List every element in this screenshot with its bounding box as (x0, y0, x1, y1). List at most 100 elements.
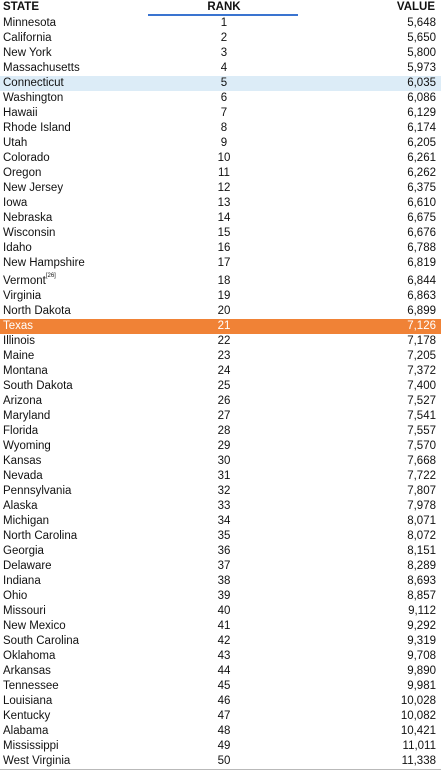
cell-rank: 21 (217, 320, 231, 332)
table-row[interactable]: Nebraska 14 6,675 (0, 211, 441, 226)
footnote-link[interactable]: [26] (45, 273, 56, 279)
cell-state: South Dakota (3, 380, 73, 392)
cell-value: 7,126 (407, 320, 436, 332)
cell-rank: 43 (217, 650, 231, 662)
cell-rank: 27 (217, 410, 231, 422)
column-header-value[interactable]: VALUE (396, 1, 435, 13)
table-row[interactable]: Iowa 13 6,610 (0, 196, 441, 211)
table-row[interactable]: Florida 28 7,557 (0, 424, 441, 439)
cell-state: Massachusetts (3, 62, 80, 74)
cell-rank: 35 (217, 530, 231, 542)
cell-state: Alabama (3, 725, 49, 737)
table-row[interactable]: West Virginia 50 11,338 (0, 754, 441, 769)
cell-state: South Carolina (3, 635, 80, 647)
table-row[interactable]: Wyoming 29 7,570 (0, 439, 441, 454)
table-row[interactable]: South Carolina 42 9,319 (0, 634, 441, 649)
table-row[interactable]: Connecticut 5 6,035 (0, 76, 441, 91)
cell-state: Iowa (3, 197, 28, 209)
table-row[interactable]: Arizona 26 7,527 (0, 394, 441, 409)
cell-rank: 14 (217, 212, 231, 224)
cell-state: Kansas (3, 455, 42, 467)
cell-rank: 13 (217, 197, 231, 209)
table-row[interactable]: New Mexico 41 9,292 (0, 619, 441, 634)
table-row[interactable]: Alabama 48 10,421 (0, 724, 441, 739)
table-row[interactable]: Louisiana 46 10,028 (0, 694, 441, 709)
cell-rank: 4 (220, 62, 228, 74)
table-row[interactable]: Missouri 40 9,112 (0, 604, 441, 619)
table-row[interactable]: Texas 21 7,126 (0, 319, 441, 334)
table-row[interactable]: North Dakota 20 6,899 (0, 304, 441, 319)
table-row[interactable]: Kansas 30 7,668 (0, 454, 441, 469)
cell-state: Washington (3, 92, 64, 104)
cell-value: 5,973 (407, 62, 436, 74)
table-row[interactable]: Colorado 10 6,261 (0, 151, 441, 166)
cell-rank: 28 (217, 425, 231, 437)
column-header-rank[interactable]: RANK (207, 1, 241, 13)
table-row[interactable]: Hawaii 7 6,129 (0, 106, 441, 121)
table-row[interactable]: Rhode Island 8 6,174 (0, 121, 441, 136)
table-row[interactable]: Mississippi 49 11,011 (0, 739, 441, 754)
table-row[interactable]: Oklahoma 43 9,708 (0, 649, 441, 664)
cell-state: North Dakota (3, 305, 71, 317)
cell-rank: 22 (217, 335, 231, 347)
table-row[interactable]: Maine 23 7,205 (0, 349, 441, 364)
cell-rank: 25 (217, 380, 231, 392)
table-row[interactable]: Vermont[26] 18 6,844 (0, 271, 441, 289)
table-row[interactable]: Nevada 31 7,722 (0, 469, 441, 484)
column-header-state[interactable]: STATE (3, 1, 39, 13)
cell-state: Virginia (3, 290, 42, 302)
cell-state: California (3, 32, 52, 44)
table-row[interactable]: Alaska 33 7,978 (0, 499, 441, 514)
table-row[interactable]: Montana 24 7,372 (0, 364, 441, 379)
table-row[interactable]: Pennsylvania 32 7,807 (0, 484, 441, 499)
table-row[interactable]: Oregon 11 6,262 (0, 166, 441, 181)
cell-value: 7,541 (407, 410, 436, 422)
table-row[interactable]: Tennessee 45 9,981 (0, 679, 441, 694)
cell-state: Minnesota (3, 17, 57, 29)
table-row[interactable]: Arkansas 44 9,890 (0, 664, 441, 679)
table-row[interactable]: Maryland 27 7,541 (0, 409, 441, 424)
cell-state: Florida (3, 425, 39, 437)
cell-state: Ohio (3, 590, 28, 602)
cell-rank: 16 (217, 242, 231, 254)
cell-rank: 24 (217, 365, 231, 377)
cell-rank: 33 (217, 500, 231, 512)
table-row[interactable]: Minnesota 1 5,648 (0, 16, 441, 31)
table-row[interactable]: Indiana 38 8,693 (0, 574, 441, 589)
table-row[interactable]: Illinois 22 7,178 (0, 334, 441, 349)
table-row[interactable]: Massachusetts 4 5,973 (0, 61, 441, 76)
cell-state: Oklahoma (3, 650, 56, 662)
cell-value: 6,129 (407, 107, 436, 119)
table-row[interactable]: Michigan 34 8,071 (0, 514, 441, 529)
table-row[interactable]: Washington 6 6,086 (0, 91, 441, 106)
table-row[interactable]: Virginia 19 6,863 (0, 289, 441, 304)
cell-state: Illinois (3, 335, 35, 347)
table-row[interactable]: South Dakota 25 7,400 (0, 379, 441, 394)
table-row[interactable]: California 2 5,650 (0, 31, 441, 46)
cell-state: Hawaii (3, 107, 38, 119)
table-row[interactable]: Idaho 16 6,788 (0, 241, 441, 256)
table-row[interactable]: Utah 9 6,205 (0, 136, 441, 151)
table-bottom-border (0, 769, 441, 770)
table-row[interactable]: North Carolina 35 8,072 (0, 529, 441, 544)
cell-rank: 1 (220, 17, 228, 29)
table-row[interactable]: Georgia 36 8,151 (0, 544, 441, 559)
table-row[interactable]: New Jersey 12 6,375 (0, 181, 441, 196)
table-row[interactable]: New Hampshire 17 6,819 (0, 256, 441, 271)
table-row[interactable]: Delaware 37 8,289 (0, 559, 441, 574)
cell-rank: 15 (217, 227, 231, 239)
cell-rank: 48 (217, 725, 231, 737)
cell-rank: 20 (217, 305, 231, 317)
cell-value: 7,668 (407, 455, 436, 467)
cell-value: 10,421 (400, 725, 436, 737)
table-row[interactable]: Wisconsin 15 6,676 (0, 226, 441, 241)
table-row[interactable]: Ohio 39 8,857 (0, 589, 441, 604)
cell-state: Connecticut (3, 77, 64, 89)
table-row[interactable]: New York 3 5,800 (0, 46, 441, 61)
cell-state: Oregon (3, 167, 42, 179)
cell-rank: 26 (217, 395, 231, 407)
cell-value: 7,978 (407, 500, 436, 512)
cell-rank: 8 (220, 122, 228, 134)
cell-value: 6,174 (407, 122, 436, 134)
table-row[interactable]: Kentucky 47 10,082 (0, 709, 441, 724)
